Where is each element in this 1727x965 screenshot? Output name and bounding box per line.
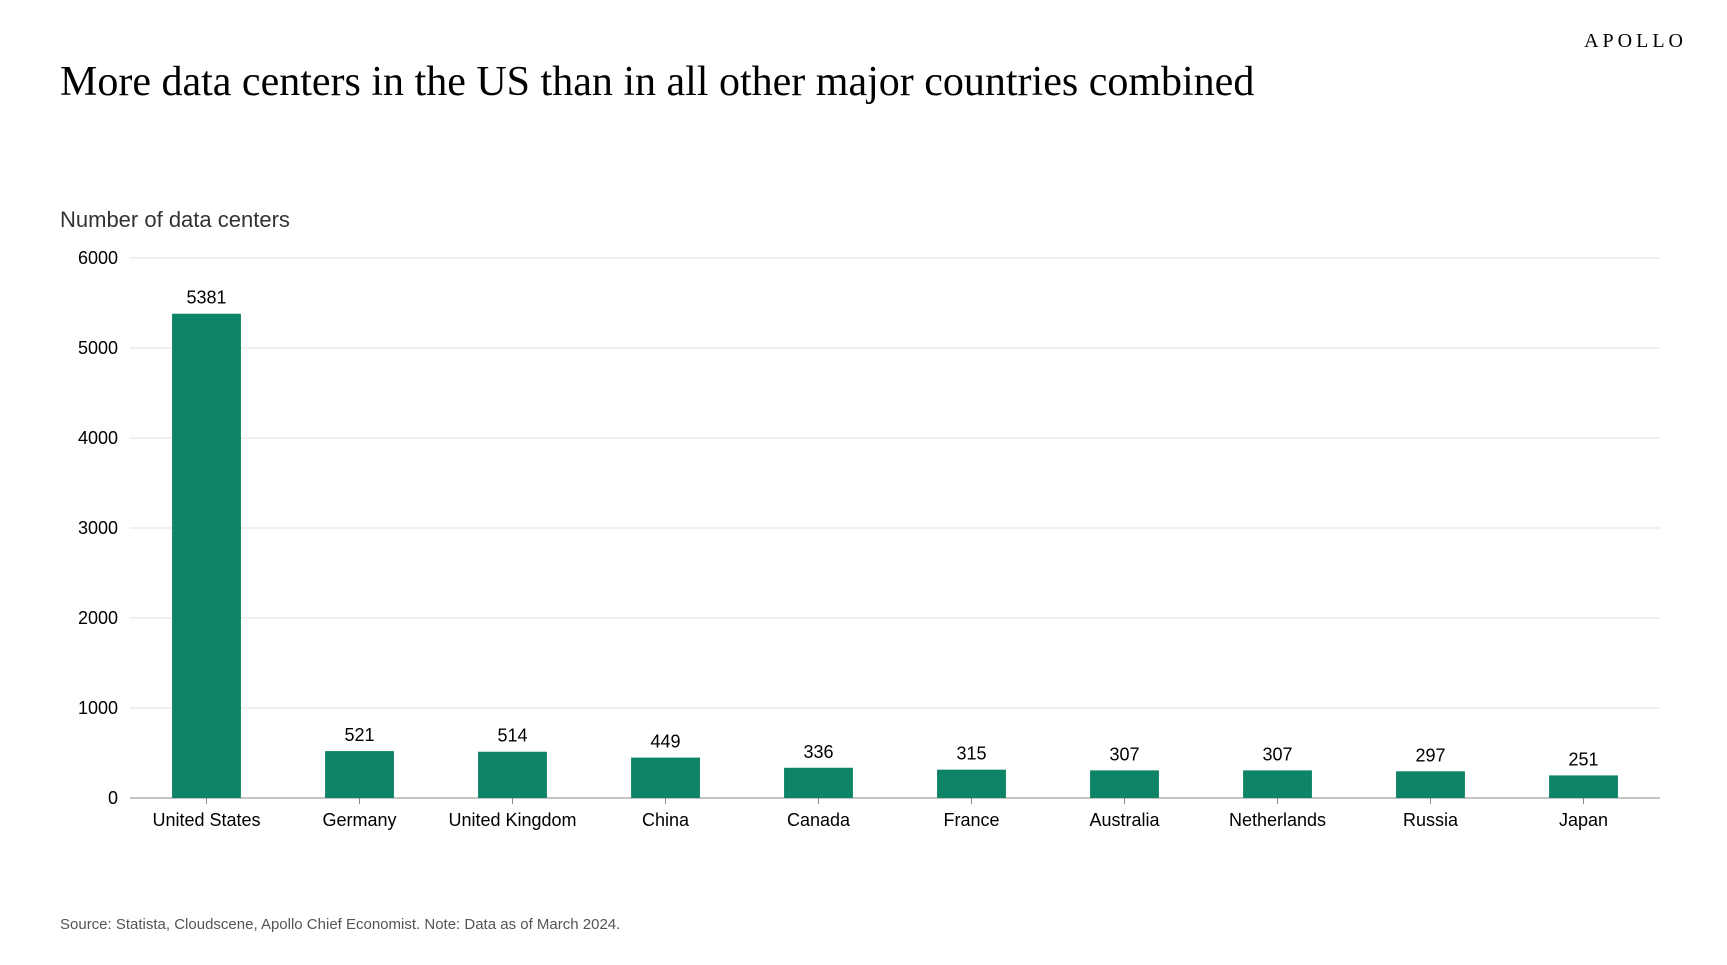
bar — [784, 768, 853, 798]
bar-value-label: 514 — [497, 726, 527, 746]
category-label: United States — [152, 810, 260, 830]
bar — [1396, 771, 1465, 798]
y-tick-label: 2000 — [78, 608, 118, 628]
category-label: France — [943, 810, 999, 830]
bar — [172, 314, 241, 798]
chart-container: 0 1000 2000 3000 4000 5000 6000 5381 United Stat… — [60, 248, 1667, 843]
slide: APOLLO More data centers in the US than … — [0, 0, 1727, 965]
bar-value-label: 315 — [956, 744, 986, 764]
slide-title: More data centers in the US than in all … — [60, 58, 1254, 106]
bar-value-label: 297 — [1415, 745, 1445, 765]
bar-chart: 0 1000 2000 3000 4000 5000 6000 5381 United Stat… — [60, 248, 1667, 843]
bar — [1090, 770, 1159, 798]
bar-value-label: 307 — [1109, 744, 1139, 764]
category-label: Australia — [1089, 810, 1160, 830]
category-label: China — [642, 810, 690, 830]
category-label: Russia — [1403, 810, 1459, 830]
bar — [937, 770, 1006, 798]
category-label: Canada — [787, 810, 851, 830]
brand-logo: APOLLO — [1584, 30, 1687, 53]
category-label: Netherlands — [1229, 810, 1326, 830]
bar — [1549, 775, 1618, 798]
category-label: Germany — [322, 810, 396, 830]
bar — [325, 751, 394, 798]
bar-value-label: 449 — [650, 732, 680, 752]
chart-subtitle: Number of data centers — [60, 207, 290, 233]
y-tick-label: 6000 — [78, 248, 118, 268]
bar — [631, 758, 700, 798]
bar — [478, 752, 547, 798]
y-tick-label: 3000 — [78, 518, 118, 538]
bar-value-label: 307 — [1262, 744, 1292, 764]
bar-value-label: 521 — [344, 725, 374, 745]
y-tick-label: 0 — [108, 788, 118, 808]
bar — [1243, 770, 1312, 798]
bar-value-label: 5381 — [186, 288, 226, 308]
category-label: Japan — [1559, 810, 1608, 830]
source-note: Source: Statista, Cloudscene, Apollo Chi… — [60, 916, 620, 933]
y-tick-label: 4000 — [78, 428, 118, 448]
bar-value-label: 251 — [1568, 749, 1598, 769]
y-tick-label: 5000 — [78, 338, 118, 358]
y-tick-label: 1000 — [78, 698, 118, 718]
category-label: United Kingdom — [448, 810, 576, 830]
bar-value-label: 336 — [803, 742, 833, 762]
